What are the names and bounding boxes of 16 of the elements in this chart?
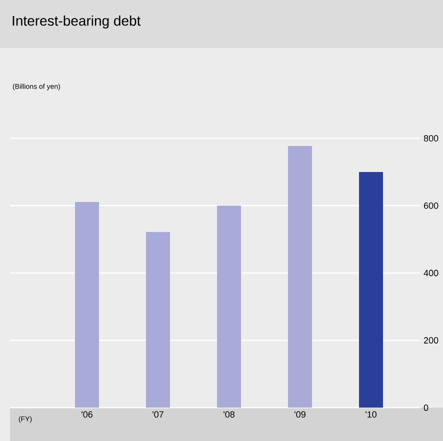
x-tick-label: '08 — [224, 411, 234, 418]
bar — [288, 146, 312, 408]
bar — [75, 202, 100, 408]
y-tick-label: 600 — [424, 202, 438, 209]
chart-title: Interest-bearing debt — [12, 15, 141, 29]
x-tick-label: '10 — [366, 411, 377, 418]
bar — [359, 172, 384, 408]
y-tick-label: 400 — [424, 270, 438, 276]
y-tick-label: 800 — [424, 135, 438, 142]
y-tick-label: 0 — [424, 404, 428, 411]
bar — [146, 232, 170, 408]
bar — [217, 206, 242, 408]
x-tick-label: '07 — [152, 411, 164, 418]
x-tick-label: '06 — [82, 411, 92, 418]
y-tick-label: 200 — [424, 337, 438, 344]
x-tick-label: '09 — [294, 411, 306, 418]
